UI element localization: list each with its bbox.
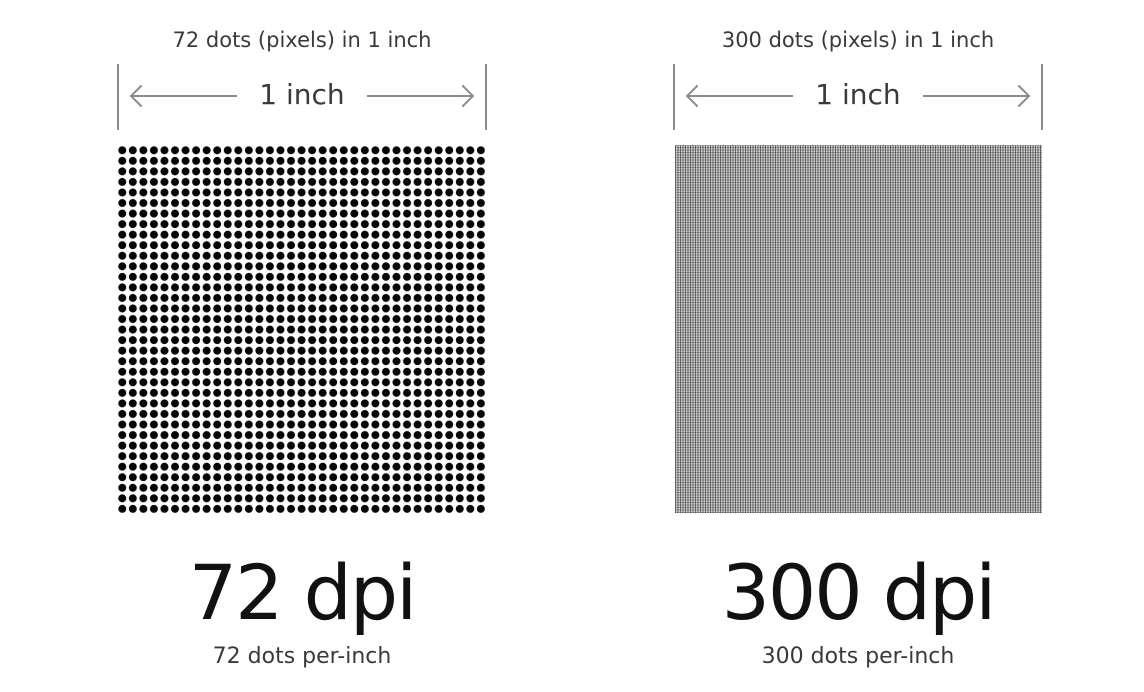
arrow-line-left	[687, 95, 793, 97]
panel-72-dpi: 72 dots (pixels) in 1 inch 1 inch 72 dpi…	[117, 0, 487, 692]
measure-label-300: 1 inch	[815, 78, 901, 111]
dot-grid-72	[117, 145, 487, 513]
arrow-line-left	[131, 95, 237, 97]
panel-300-dpi: 300 dots (pixels) in 1 inch 1 inch 300 d…	[673, 0, 1043, 692]
caption-72: 72 dots (pixels) in 1 inch	[172, 28, 432, 52]
measure-tick-right	[485, 64, 487, 130]
dot-grid-300	[675, 145, 1042, 513]
measure-label-72: 1 inch	[259, 78, 345, 111]
one-inch-measure-72: 1 inch	[117, 64, 487, 130]
one-inch-measure-300: 1 inch	[673, 64, 1043, 130]
arrow-line-right	[923, 95, 1029, 97]
dpi-label-72: 72 dpi	[188, 548, 417, 637]
caption-300: 300 dots (pixels) in 1 inch	[721, 28, 995, 52]
dpi-label-300: 300 dpi	[721, 548, 997, 637]
dpi-sublabel-300: 300 dots per-inch	[761, 644, 955, 669]
measure-tick-left	[673, 64, 675, 130]
dpi-sublabel-72: 72 dots per-inch	[212, 644, 392, 669]
arrow-line-right	[367, 95, 473, 97]
measure-tick-right	[1041, 64, 1043, 130]
measure-tick-left	[117, 64, 119, 130]
